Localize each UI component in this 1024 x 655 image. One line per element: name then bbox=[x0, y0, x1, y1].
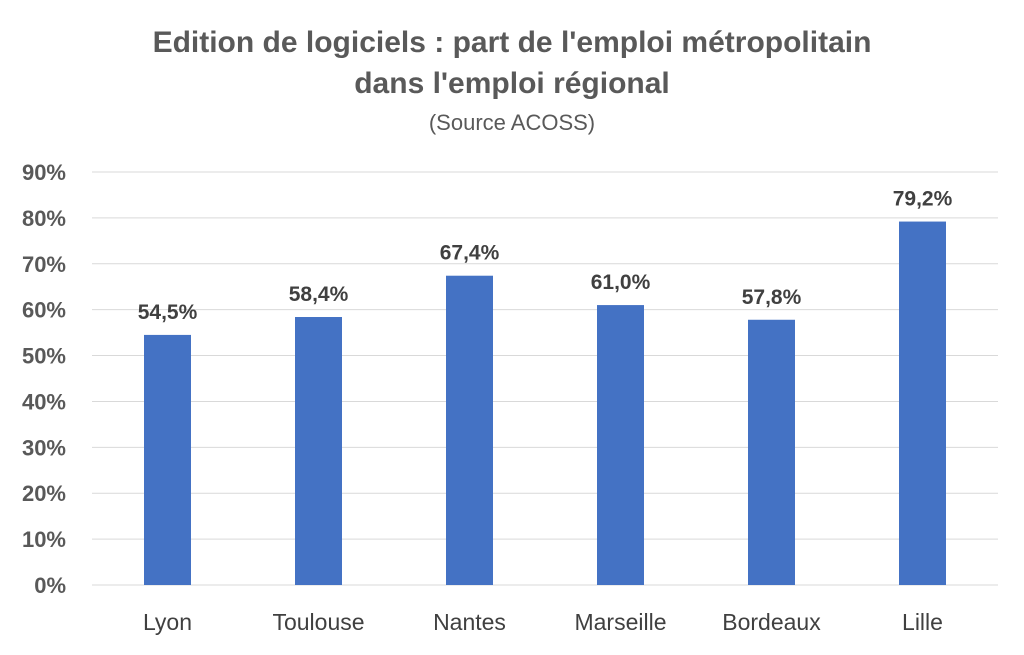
bar bbox=[446, 275, 493, 585]
y-tick-label: 20% bbox=[22, 481, 66, 506]
bar bbox=[144, 334, 191, 585]
data-label: 58,4% bbox=[289, 283, 349, 306]
y-axis-ticks: 0% 10% 20% 30% 40% 50% 60% 70% 80% 90% bbox=[22, 160, 66, 598]
x-tick-label: Bordeaux bbox=[722, 609, 821, 635]
x-tick-label: Nantes bbox=[433, 609, 506, 635]
gridlines bbox=[92, 171, 998, 586]
bar bbox=[597, 305, 644, 585]
x-tick-label: Marseille bbox=[574, 609, 666, 635]
data-labels: 54,5% 58,4% 67,4% 61,0% 57,8% 79,2% bbox=[138, 188, 953, 324]
y-tick-label: 40% bbox=[22, 389, 66, 414]
bar bbox=[899, 221, 946, 585]
x-tick-label: Lyon bbox=[143, 609, 192, 635]
y-tick-label: 90% bbox=[22, 160, 66, 185]
data-label: 79,2% bbox=[893, 188, 953, 211]
bar bbox=[748, 319, 795, 585]
chart-title-line-2: dans l'emploi régional bbox=[354, 67, 670, 100]
y-tick-label: 60% bbox=[22, 298, 66, 323]
bars bbox=[144, 221, 946, 585]
y-tick-label: 10% bbox=[22, 527, 66, 552]
x-tick-label: Toulouse bbox=[272, 609, 364, 635]
chart-title-line-1: Edition de logiciels : part de l'emploi … bbox=[152, 26, 872, 59]
y-tick-label: 80% bbox=[22, 206, 66, 231]
x-tick-label: Lille bbox=[902, 609, 943, 635]
y-tick-label: 0% bbox=[34, 573, 66, 598]
x-axis-ticks: Lyon Toulouse Nantes Marseille Bordeaux Lille bbox=[143, 609, 943, 635]
y-tick-label: 50% bbox=[22, 344, 66, 369]
data-label: 67,4% bbox=[440, 242, 500, 265]
chart-subtitle: (Source ACOSS) bbox=[428, 110, 596, 135]
y-tick-label: 70% bbox=[22, 252, 66, 277]
data-label: 61,0% bbox=[591, 271, 651, 294]
bar bbox=[295, 317, 342, 585]
data-label: 54,5% bbox=[138, 301, 198, 324]
data-label: 57,8% bbox=[742, 286, 802, 309]
y-tick-label: 30% bbox=[22, 435, 66, 460]
